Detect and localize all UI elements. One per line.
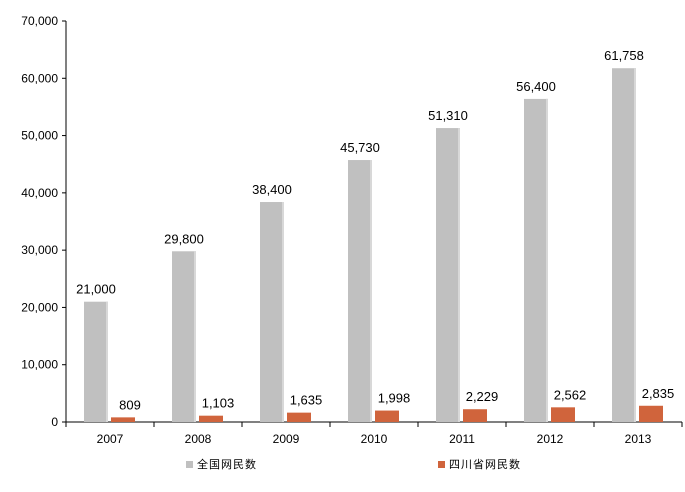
data-label-sichuan: 2,229 <box>466 389 499 404</box>
data-label-national: 61,758 <box>604 48 644 63</box>
y-tick-label: 60,000 <box>21 71 58 85</box>
bar-national <box>260 202 284 422</box>
data-label-sichuan: 2,835 <box>642 386 675 401</box>
data-label-sichuan: 1,635 <box>290 393 323 408</box>
x-tick-label: 2013 <box>625 432 652 446</box>
data-label-national: 51,310 <box>428 108 468 123</box>
bar-sichuan <box>463 409 487 422</box>
x-tick-label: 2008 <box>185 432 212 446</box>
legend-item-national: 全国网民数 <box>186 456 257 472</box>
bar-national <box>524 98 548 422</box>
legend-item-sichuan: 四川省网民数 <box>438 456 521 472</box>
data-label-sichuan: 1,103 <box>202 396 235 411</box>
x-tick-label: 2010 <box>361 432 388 446</box>
data-label-sichuan: 1,998 <box>378 391 411 406</box>
y-tick-label: 0 <box>51 415 58 429</box>
x-tick-label: 2011 <box>449 432 475 446</box>
x-tick-label: 2012 <box>537 432 564 446</box>
data-label-national: 21,000 <box>76 282 116 297</box>
y-tick-label: 10,000 <box>21 358 58 372</box>
bar-sichuan <box>287 412 311 422</box>
y-tick-label: 40,000 <box>21 186 58 200</box>
bar-sichuan <box>375 410 399 422</box>
bar-sichuan <box>199 415 223 422</box>
legend-label-national: 全国网民数 <box>197 458 257 471</box>
x-tick-label: 2007 <box>97 432 124 446</box>
y-tick-label: 20,000 <box>21 300 58 314</box>
y-tick-label: 30,000 <box>21 243 58 257</box>
bar-national <box>84 301 108 422</box>
bar-sichuan <box>551 407 575 422</box>
x-tick-label: 2009 <box>273 432 300 446</box>
legend-swatch-national <box>186 460 193 468</box>
data-label-national: 29,800 <box>164 231 204 246</box>
y-tick-label: 70,000 <box>21 14 58 28</box>
legend-label-sichuan: 四川省网民数 <box>449 458 521 471</box>
data-label-sichuan: 2,562 <box>554 387 587 402</box>
bar-sichuan <box>111 417 135 422</box>
legend-swatch-sichuan <box>438 460 445 468</box>
data-label-national: 45,730 <box>340 140 380 155</box>
data-label-sichuan: 809 <box>119 397 141 412</box>
bar-national <box>436 128 460 422</box>
data-label-national: 38,400 <box>252 182 292 197</box>
bar-national <box>348 160 372 423</box>
bar-national <box>612 68 636 423</box>
bar-national <box>172 251 196 422</box>
bar-sichuan <box>639 405 663 422</box>
data-label-national: 56,400 <box>516 79 556 94</box>
y-tick-label: 50,000 <box>21 129 58 143</box>
